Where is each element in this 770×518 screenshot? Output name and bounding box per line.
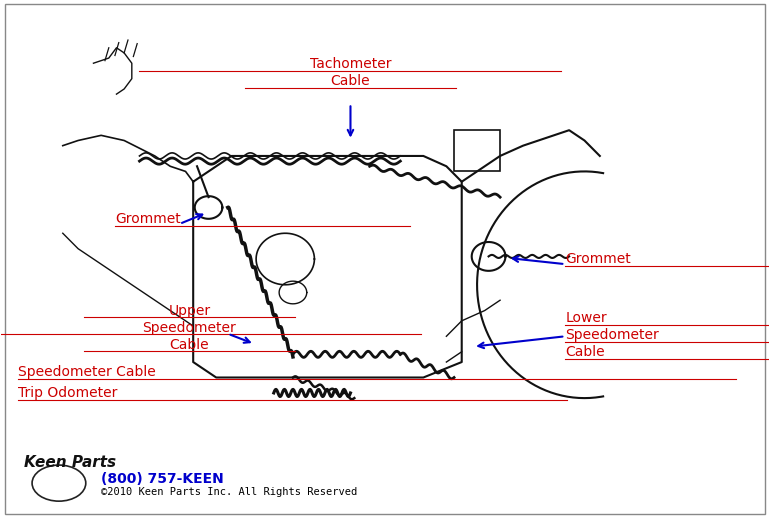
Text: Cable: Cable — [330, 74, 370, 88]
Text: Speedometer Cable: Speedometer Cable — [18, 365, 156, 379]
Text: Grommet: Grommet — [565, 252, 631, 266]
Text: Lower: Lower — [565, 311, 607, 325]
Text: Speedometer: Speedometer — [142, 321, 236, 335]
Text: Speedometer: Speedometer — [565, 328, 659, 342]
Text: ©2010 Keen Parts Inc. All Rights Reserved: ©2010 Keen Parts Inc. All Rights Reserve… — [101, 487, 357, 497]
Text: Cable: Cable — [565, 346, 605, 359]
Text: Upper: Upper — [169, 304, 210, 318]
Text: Tachometer: Tachometer — [310, 57, 391, 71]
FancyBboxPatch shape — [454, 130, 500, 171]
Text: (800) 757-KEEN: (800) 757-KEEN — [101, 472, 224, 486]
Text: Grommet: Grommet — [115, 212, 181, 226]
Text: Keen Parts: Keen Parts — [25, 455, 116, 470]
Text: Cable: Cable — [169, 338, 209, 352]
Text: Trip Odometer: Trip Odometer — [18, 386, 118, 400]
